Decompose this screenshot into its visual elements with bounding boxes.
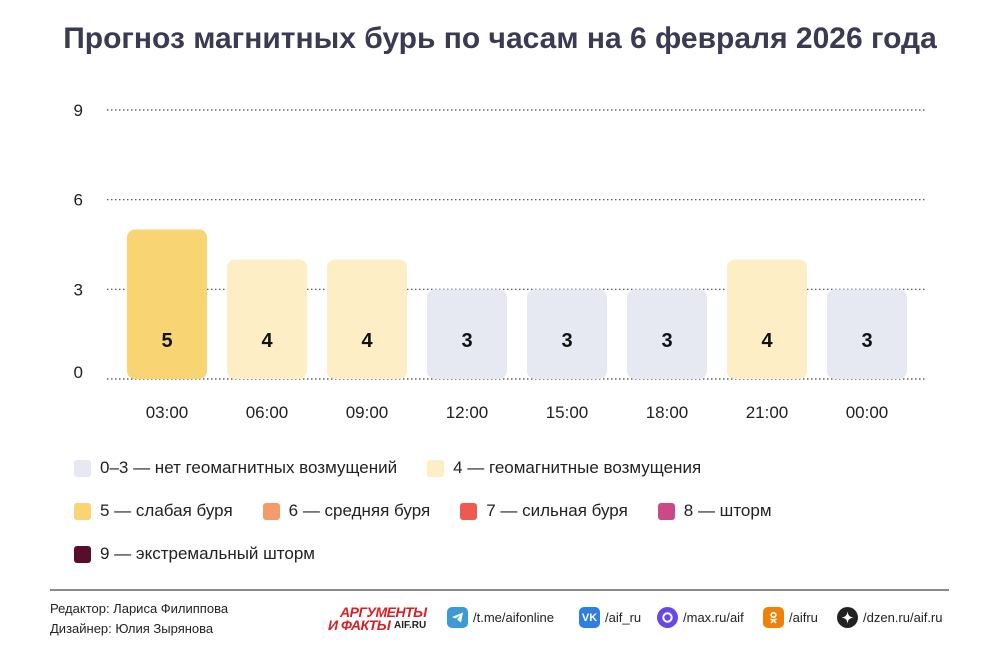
x-tick-label: 15:00 (546, 403, 589, 422)
x-tick-label: 00:00 (846, 403, 889, 422)
bar (527, 289, 607, 379)
social-label: /aifru (789, 610, 818, 625)
legend-swatch (460, 502, 478, 520)
bar-value-label: 4 (261, 330, 273, 352)
vk-icon: VK (579, 607, 600, 628)
legend-label: 7 — сильная буря (486, 501, 628, 520)
legend-item-9: 9 — экстремальный шторм (74, 544, 315, 564)
social-telegram[interactable]: /t.me/aifonline (447, 607, 554, 628)
max-icon (657, 607, 678, 628)
legend-swatch (74, 502, 91, 520)
social-label: /dzen.ru/aif.ru (863, 610, 943, 625)
telegram-icon (447, 607, 468, 628)
legend-swatch (427, 459, 445, 477)
dzen-icon (837, 607, 858, 628)
legend-item-7: 7 — сильная буря (460, 501, 628, 521)
social-odnoklassniki[interactable]: /aifru (763, 607, 818, 628)
legend-label: 0–3 — нет геомагнитных возмущений (100, 458, 398, 477)
bar-value-label: 5 (161, 330, 172, 352)
legend-swatch (74, 459, 91, 477)
legend-swatch (262, 502, 280, 520)
bar-chart: 0 3 6 9 5 03:00 4 06:00 4 09:00 3 12:00 3 15:00 3 18:00… (74, 101, 927, 422)
bar (427, 289, 507, 379)
social-vk[interactable]: VK /aif_ru (579, 607, 641, 628)
social-label: /aif_ru (605, 610, 642, 625)
x-tick-label: 03:00 (146, 403, 189, 422)
bar-value-label: 3 (861, 330, 872, 352)
x-tick-label: 12:00 (446, 403, 489, 422)
aif-logo: АРГУМЕНТЫ И ФАКТЫ AIF.RU (328, 604, 432, 633)
bar (327, 259, 407, 379)
y-tick-label: 9 (74, 101, 83, 120)
y-tick-label: 0 (74, 363, 83, 382)
legend-label: 9 — экстремальный шторм (100, 544, 315, 563)
y-tick-label: 6 (74, 191, 83, 210)
bar-value-label: 4 (361, 330, 373, 352)
y-tick-label: 3 (74, 280, 83, 299)
footer-divider (50, 589, 949, 591)
bar (727, 259, 807, 379)
x-tick-label: 09:00 (346, 403, 389, 422)
bar (127, 229, 207, 379)
logo-line1: АРГУМЕНТЫ (340, 604, 427, 620)
credits: Редактор: Лариса Филиппова Дизайнер: Юли… (50, 599, 228, 639)
social-max[interactable]: /max.ru/aif (657, 607, 744, 628)
editor-credit: Редактор: Лариса Филиппова (50, 601, 229, 616)
bar-value-label: 3 (661, 330, 672, 352)
logo-domain: AIF.RU (394, 620, 427, 631)
legend-item-8: 8 — шторм (657, 501, 772, 521)
legend-item-5: 5 — слабая буря (74, 501, 233, 521)
legend-label: 4 — геомагнитные возмущения (453, 458, 702, 477)
social-label: /max.ru/aif (683, 610, 744, 625)
x-tick-label: 06:00 (246, 403, 289, 422)
legend-label: 6 — средняя буря (288, 501, 431, 520)
odnoklassniki-icon (763, 607, 784, 628)
x-tick-label: 18:00 (646, 403, 689, 422)
bar (227, 259, 307, 379)
legend-item-4: 4 — геомагнитные возмущения (427, 458, 701, 478)
x-tick-label: 21:00 (746, 403, 789, 422)
legend-label: 8 — шторм (683, 501, 772, 520)
bar-value-label: 3 (561, 330, 572, 352)
bar-value-label: 4 (761, 330, 773, 352)
designer-credit: Дизайнер: Юлия Зырянова (50, 621, 214, 636)
legend-swatch (657, 502, 675, 520)
bar (827, 289, 907, 379)
bar (627, 289, 707, 379)
legend-item-6: 6 — средняя буря (262, 501, 431, 521)
legend-label: 5 — слабая буря (100, 501, 233, 520)
legend: 0–3 — нет геомагнитных возмущений 4 — ге… (74, 458, 954, 587)
chart-title: Прогноз магнитных бурь по часам на 6 фев… (63, 22, 937, 55)
social-dzen[interactable]: /dzen.ru/aif.ru (837, 607, 943, 628)
social-label: /t.me/aifonline (473, 610, 554, 625)
bar-value-label: 3 (461, 330, 472, 352)
legend-swatch (74, 545, 91, 563)
legend-item-0-3: 0–3 — нет геомагнитных возмущений (74, 458, 397, 478)
logo-line2: И ФАКТЫ (328, 617, 391, 633)
